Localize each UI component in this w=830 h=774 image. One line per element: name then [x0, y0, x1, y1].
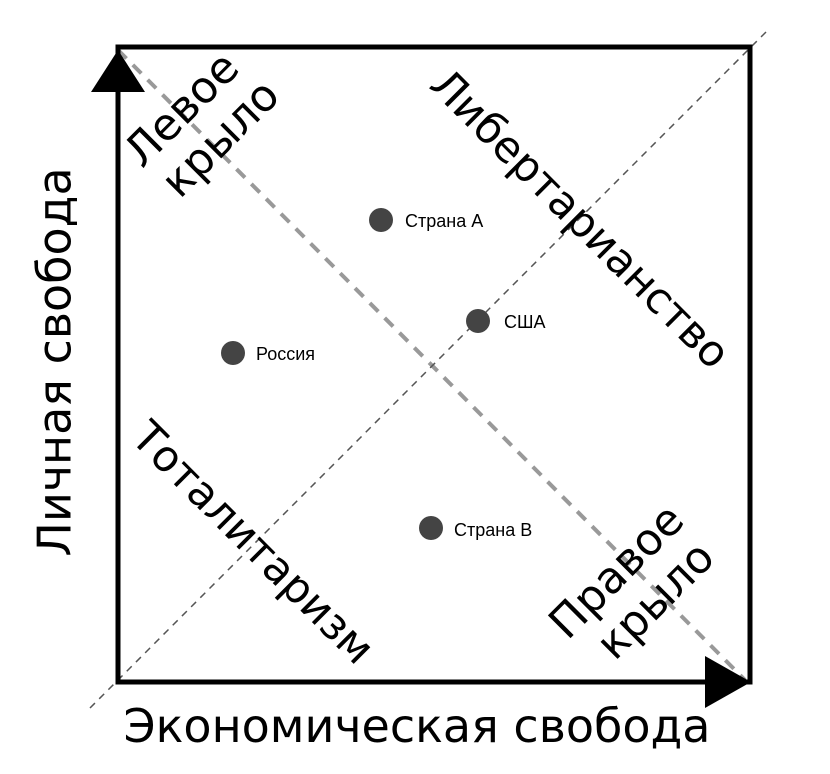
point-russia	[221, 341, 245, 365]
point-country-a-label: Страна А	[405, 211, 483, 231]
point-country-a	[369, 208, 393, 232]
point-country-v-label: Страна В	[454, 520, 532, 540]
point-russia-label: Россия	[256, 344, 315, 364]
x-axis-arrow	[705, 656, 751, 708]
chart-frame	[115, 44, 753, 685]
totalitarianism-label: Тоталитаризм	[121, 411, 384, 674]
right-wing-label: Правое крыло	[539, 484, 738, 683]
y-axis-title: Личная свобода	[28, 167, 82, 556]
point-usa-label: США	[504, 312, 546, 332]
point-country-v	[419, 516, 443, 540]
left-wing-label: Левое крыло	[114, 32, 293, 211]
y-axis-arrow	[91, 50, 145, 92]
left-right-diagonal	[116, 48, 747, 682]
point-usa	[466, 309, 490, 333]
x-axis-title: Экономическая свобода	[124, 699, 711, 753]
totalitarian-libertarian-diagonal	[89, 27, 771, 709]
